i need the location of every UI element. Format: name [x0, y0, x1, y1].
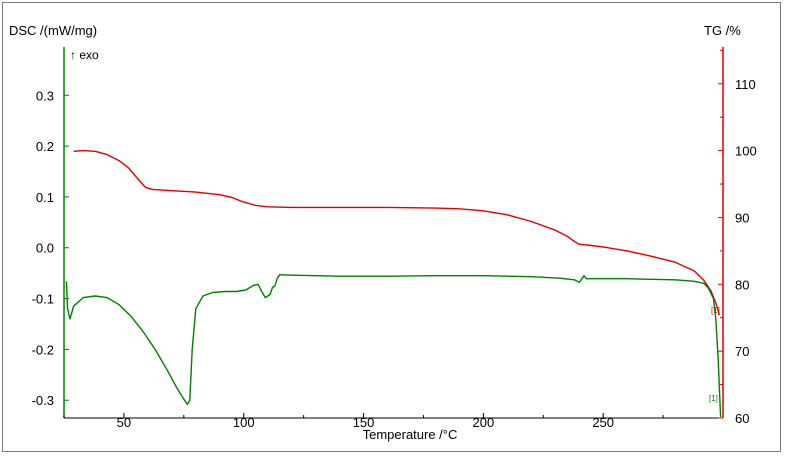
y-right-tick-label: 100	[735, 144, 757, 159]
y-right-tick-label: 70	[735, 344, 749, 359]
y-left-tick-label: 0.1	[36, 190, 54, 205]
x-axis-label: Temperature /°C	[363, 427, 458, 442]
chart-frame	[2, 2, 781, 452]
x-tick-label: 150	[353, 415, 375, 430]
y-right-tick-label: 80	[735, 277, 749, 292]
y-left-tick-label: -0.2	[32, 342, 54, 357]
y-left-tick-label: -0.1	[32, 292, 54, 307]
y-left-tick-label: 0.2	[36, 139, 54, 154]
y-left-tick-label: 0.3	[36, 88, 54, 103]
y-right-axis-label: TG /%	[704, 23, 741, 38]
x-tick-label: 200	[473, 415, 495, 430]
tg-curve	[73, 149, 721, 316]
x-tick-label: 50	[117, 415, 131, 430]
y-right-tick-label: 90	[735, 210, 749, 225]
y-left-axis-label: DSC /(mW/mg)	[9, 23, 97, 38]
dsc-curve-marker: [1]	[709, 394, 718, 403]
exo-annotation: ↑ exo	[70, 48, 99, 62]
dsc-curve	[65, 274, 722, 418]
y-left-tick-label: 0.0	[36, 241, 54, 256]
y-left-tick-label: -0.3	[32, 393, 54, 408]
x-tick-label: 250	[592, 415, 614, 430]
x-tick-label: 100	[233, 415, 255, 430]
y-right-tick-label: 110	[735, 77, 756, 92]
y-right-tick-label: 60	[735, 411, 749, 426]
